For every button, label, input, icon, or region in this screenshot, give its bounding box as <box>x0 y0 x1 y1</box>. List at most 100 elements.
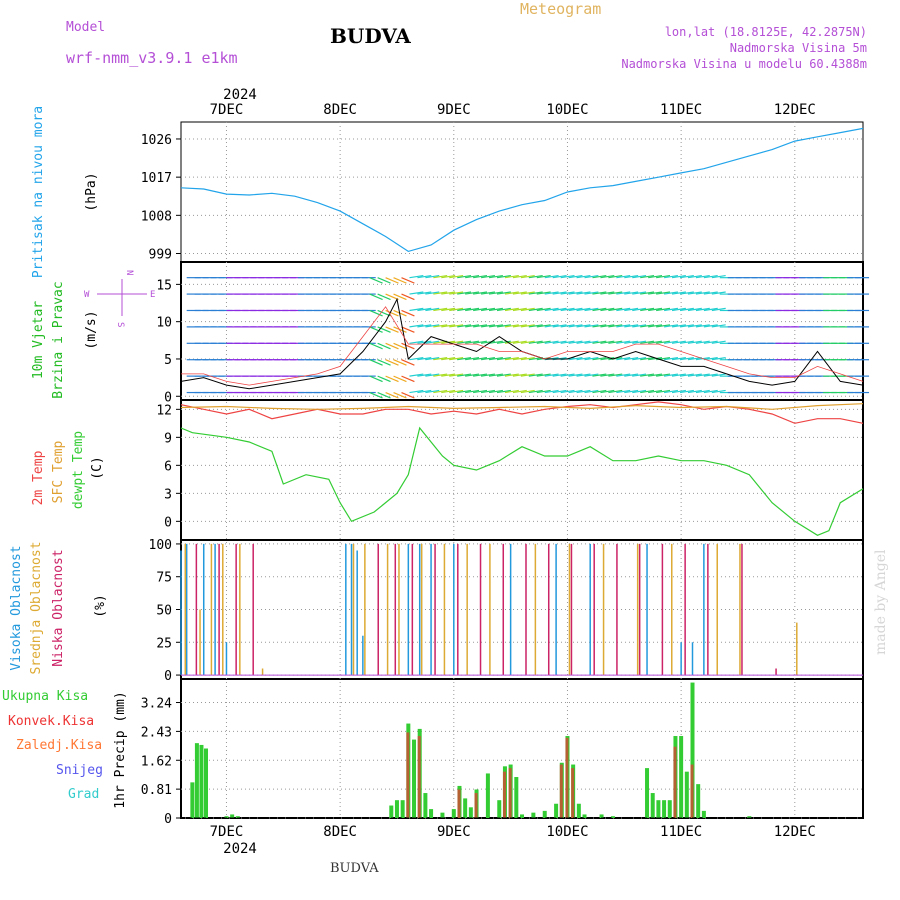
wind-barb <box>480 307 496 312</box>
wind-barb <box>409 291 424 295</box>
wind-barb <box>425 357 440 361</box>
wind-barb <box>520 324 535 328</box>
wind-barb <box>369 391 383 399</box>
wind-barb <box>504 307 519 312</box>
wind-barb <box>632 324 647 328</box>
wind-barb <box>568 324 583 328</box>
model-label: Model <box>66 20 106 35</box>
wind-barb <box>457 324 472 328</box>
wind-barb <box>449 373 464 377</box>
wind-barb <box>711 357 726 361</box>
wind-barb <box>441 307 456 312</box>
y-tick-label: 15 <box>156 278 172 293</box>
precip-bar <box>457 789 461 818</box>
wind-barb <box>592 324 607 328</box>
wind-barb <box>687 373 702 377</box>
wind-barb <box>409 357 424 361</box>
wind-barb <box>608 373 623 377</box>
y-tick-label: 0.81 <box>141 783 172 798</box>
wind-barb <box>584 357 599 361</box>
wind-barb <box>552 389 567 394</box>
wind-barb <box>711 389 726 394</box>
wind-barb <box>496 324 511 328</box>
wind-barb <box>576 307 591 312</box>
y-tick-label: 999 <box>149 248 172 263</box>
y-tick-label: 9 <box>164 431 172 446</box>
wind-barb <box>544 307 559 312</box>
wind-barb <box>695 373 710 377</box>
wind-barb <box>441 324 456 328</box>
wind-barb <box>441 291 456 295</box>
wind-barb <box>687 340 702 344</box>
wind-barb <box>679 274 694 279</box>
wind-barb <box>671 324 686 328</box>
model-name: wrf-nmm_v3.9.1 e1km <box>66 49 238 67</box>
cloud-unit: (%) <box>93 594 108 617</box>
wind-barb <box>465 324 480 328</box>
wind-barb <box>377 359 391 366</box>
compass-icon: N W E S <box>84 270 155 327</box>
wind-barb <box>679 389 694 394</box>
y-tick-label: 0 <box>164 669 172 684</box>
wind-barb <box>377 375 391 383</box>
temp-ylabel-sfc: SFC Temp <box>51 441 66 504</box>
precip-bar <box>662 800 667 818</box>
precip-bar <box>423 793 428 818</box>
wind-barb <box>632 307 647 312</box>
wind-barb <box>560 291 575 295</box>
wind-barb <box>584 373 599 377</box>
wind-barb <box>488 373 503 377</box>
precip-bar <box>440 812 445 818</box>
wind-barb <box>401 375 415 383</box>
svg-text:E: E <box>150 290 155 300</box>
precip-bar <box>645 768 650 818</box>
wind-barb <box>624 389 639 394</box>
wind-barb <box>393 277 407 284</box>
wind-barb <box>473 357 488 361</box>
pressure-unit: (hPa) <box>84 172 99 211</box>
wind-barb <box>401 359 415 366</box>
wind-barb <box>480 357 496 361</box>
wind-barb <box>488 340 503 344</box>
wind-barb <box>600 307 615 312</box>
wind-barb <box>560 373 575 377</box>
wind-barb <box>425 389 440 394</box>
wind-barb <box>663 389 679 394</box>
wind-barb <box>632 291 647 295</box>
wind-barb <box>679 340 694 344</box>
wind-barb <box>703 389 718 394</box>
wind-barb <box>679 373 694 377</box>
precip-bar <box>389 805 394 818</box>
wind-barb <box>536 373 551 377</box>
wind-barb <box>544 324 559 328</box>
wind-barb <box>592 389 607 394</box>
wind-barb <box>377 293 391 301</box>
svg-text:S: S <box>115 322 125 327</box>
wind-barb <box>656 307 671 312</box>
temp-unit: (C) <box>90 456 105 479</box>
wind-barb <box>425 307 440 312</box>
wind-barb <box>568 373 583 377</box>
wind-barb <box>640 324 655 328</box>
y-tick-label: 100 <box>149 538 172 553</box>
wind-barb <box>624 340 639 344</box>
wind-barb <box>687 389 702 394</box>
precip-bar <box>656 800 661 818</box>
wind-barb <box>663 324 679 328</box>
wind-barb <box>584 324 599 328</box>
precip-bar <box>531 812 536 818</box>
wind-barb <box>695 389 710 394</box>
wind-barb <box>616 357 631 361</box>
precip-bar <box>224 816 229 818</box>
wind-barb <box>488 291 503 295</box>
wind-barb <box>425 324 440 328</box>
wind-barb <box>480 291 496 295</box>
wind-barb <box>480 274 496 279</box>
wind-barb <box>656 291 671 295</box>
wind-barb <box>473 389 488 394</box>
wind-barb <box>377 326 391 333</box>
legend-hail: Grad <box>68 787 99 802</box>
cloud-series <box>180 543 863 676</box>
wind-barb <box>473 274 488 279</box>
